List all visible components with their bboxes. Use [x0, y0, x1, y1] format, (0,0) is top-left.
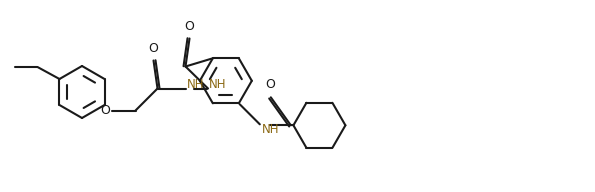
Text: O: O	[265, 78, 275, 91]
Text: O: O	[184, 20, 195, 32]
Text: NH: NH	[186, 78, 204, 91]
Text: NH: NH	[208, 78, 226, 91]
Text: NH: NH	[262, 123, 279, 136]
Text: O: O	[149, 41, 158, 55]
Text: O: O	[101, 104, 111, 117]
